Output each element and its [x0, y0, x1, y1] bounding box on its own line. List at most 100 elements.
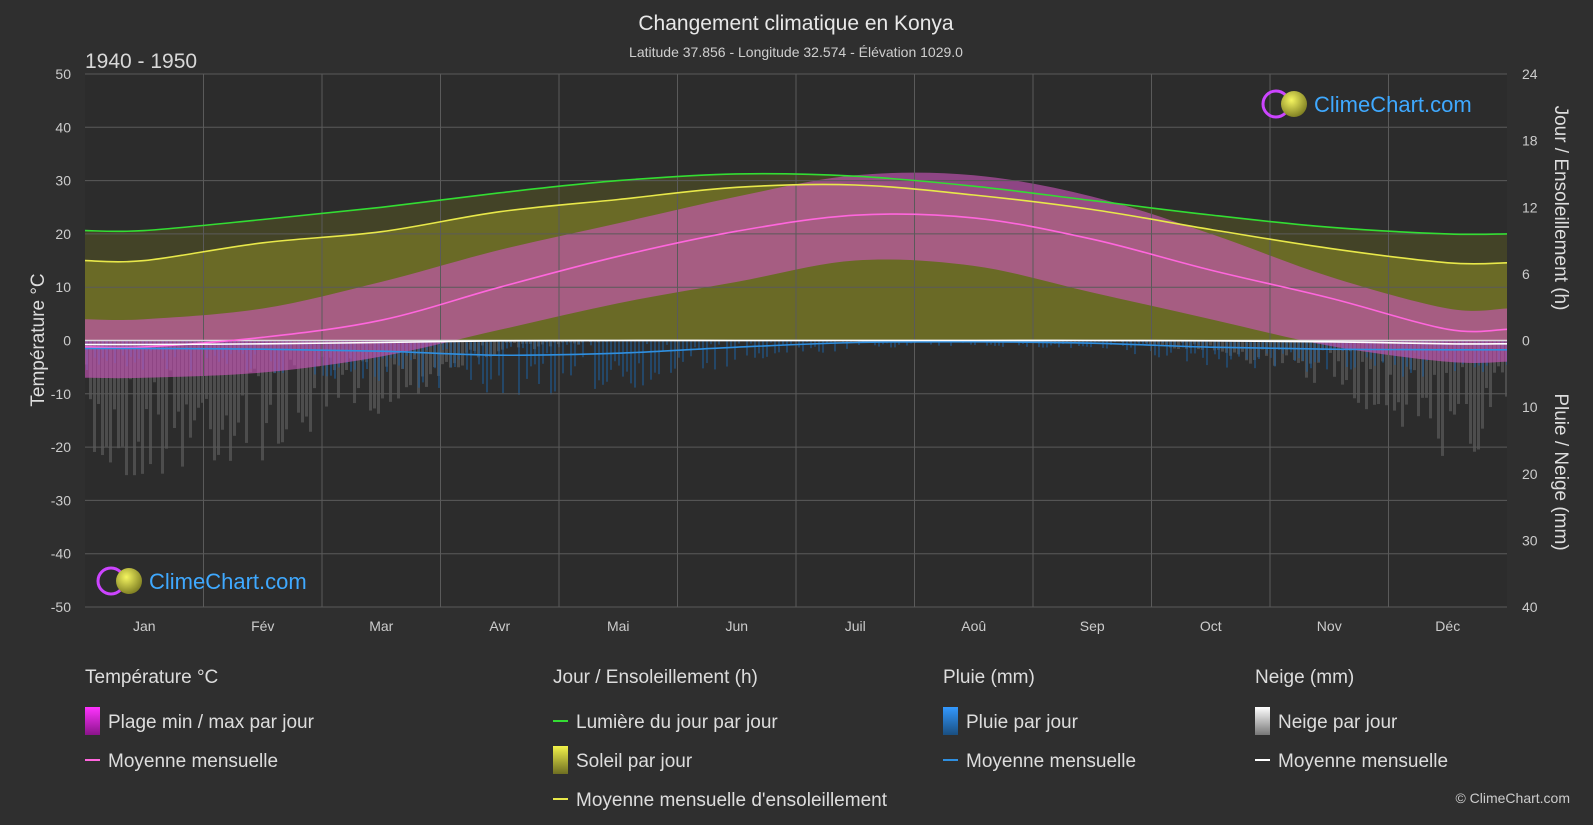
rain-day-bar [1186, 340, 1188, 362]
rain-day-bar [1302, 340, 1304, 361]
rain-day-bar [690, 340, 692, 357]
right-bottom-tick-label: 40 [1522, 599, 1538, 615]
snow-day-bar [493, 340, 496, 356]
rain-day-bar [1182, 340, 1184, 348]
rain-day-bar [594, 340, 596, 389]
snow-day-bar [1453, 340, 1456, 415]
rain-day-bar [418, 340, 420, 388]
snow-day-bar [281, 340, 284, 443]
month-label: Nov [1317, 618, 1342, 634]
snow-day-bar [1397, 340, 1400, 403]
logo-sun-icon [116, 568, 142, 594]
rain-day-bar [1126, 340, 1128, 351]
legend-item-label: Lumière du jour par jour [576, 712, 778, 733]
series-lines [85, 172, 1507, 357]
rain-day-bar [1202, 340, 1204, 358]
rain-day-bar [986, 340, 988, 346]
series-line [85, 183, 1507, 265]
rain-day-bar [1294, 340, 1296, 361]
right-axis-ticks: 24 18 12 6 0 10 20 30 40 [1522, 66, 1538, 615]
rain-day-bar [750, 340, 752, 344]
rain-day-bar [778, 340, 780, 353]
rain-day-bar [1198, 340, 1200, 346]
rain-day-bar [1206, 340, 1208, 366]
rain-day-bar [1046, 340, 1048, 348]
rain-day-bar [822, 340, 824, 353]
left-axis-ticks: 50 40 30 20 10 0 -10 -20 -30 -40 -50 [51, 66, 71, 615]
snow-day-bar [1385, 340, 1388, 406]
snow-day-bar [229, 340, 232, 461]
rain-day-bar [678, 340, 680, 358]
snow-day-bar [269, 340, 272, 405]
rain-day-bar [374, 340, 376, 377]
rain-day-bar [470, 340, 472, 380]
rain-day-bar [598, 340, 600, 381]
snow-day-bar [1177, 340, 1180, 350]
right-bottom-tick-label: 20 [1522, 466, 1538, 482]
snow-day-bar [233, 340, 236, 436]
rain-day-bar [1038, 340, 1040, 348]
snow-day-bar [237, 340, 240, 423]
rain-day-bar [386, 340, 388, 372]
snow-day-bar [1449, 340, 1452, 412]
rain-day-bar [610, 340, 612, 370]
legend-item-label: Pluie par jour [966, 712, 1079, 733]
legend-group-title: Température °C [85, 667, 218, 688]
rain-day-bar [526, 340, 528, 379]
rain-day-bar [634, 340, 636, 388]
snow-day-bar [1365, 340, 1368, 410]
left-tick-label: 30 [55, 173, 71, 189]
snow-day-bar [1505, 340, 1507, 397]
rain-day-bar [1066, 340, 1068, 343]
snow-day-bar [1341, 340, 1344, 385]
rain-day-bar [562, 340, 564, 374]
rain-day-bar [1270, 340, 1272, 358]
rain-day-bar [654, 340, 656, 373]
rain-day-bar [734, 340, 736, 360]
snow-day-bar [225, 340, 228, 416]
rain-day-bar [1042, 340, 1044, 348]
snow-day-bar [1477, 340, 1480, 450]
snow-day-bar [93, 340, 96, 452]
left-axis-label: Température °C [28, 273, 49, 406]
snow-day-bar [1389, 340, 1392, 375]
snow-day-bar [1437, 340, 1440, 439]
snow-day-bar [101, 340, 104, 456]
snow-day-bar [173, 340, 176, 429]
left-tick-label: 50 [55, 66, 71, 82]
rain-day-bar [622, 340, 624, 377]
snow-day-bar [397, 340, 400, 399]
rain-day-bar [774, 340, 776, 354]
rain-day-bar [630, 340, 632, 384]
rain-day-bar [1282, 340, 1284, 354]
snow-day-bar [165, 340, 168, 449]
month-label: Jan [133, 618, 156, 634]
rain-day-bar [1274, 340, 1276, 367]
snow-day-bar [1373, 340, 1376, 405]
rain-day-bar [738, 340, 740, 344]
rain-day-bar [1146, 340, 1148, 345]
rain-day-bar [550, 340, 552, 395]
right-top-tick-label: 12 [1522, 199, 1538, 215]
right-bottom-tick-label: 30 [1522, 532, 1538, 548]
snow-day-bar [209, 340, 212, 430]
left-tick-label: -10 [51, 386, 71, 402]
snow-day-bar [405, 340, 408, 388]
rain-day-bar [478, 340, 480, 365]
rain-day-bar [486, 340, 488, 393]
chart-title: Changement climatique en Konya [638, 12, 954, 35]
legend: Température °C Plage min / max par jour Mo… [85, 667, 1448, 811]
month-label: Oct [1200, 618, 1222, 634]
series-line [85, 213, 1507, 349]
rain-day-bar [442, 340, 444, 350]
rain-day-bar [1346, 340, 1348, 367]
rain-day-bar [1174, 340, 1176, 347]
legend-item-label: Moyenne mensuelle [108, 751, 278, 772]
rain-day-bar [998, 340, 1000, 346]
brand-logo-top: ClimeChart.com [1261, 89, 1472, 119]
rain-day-bar [582, 340, 584, 358]
rain-day-bar [1074, 340, 1076, 343]
snow-day-bar [461, 340, 464, 366]
snow-day-bar [1241, 340, 1244, 352]
legend-swatch [85, 707, 100, 735]
